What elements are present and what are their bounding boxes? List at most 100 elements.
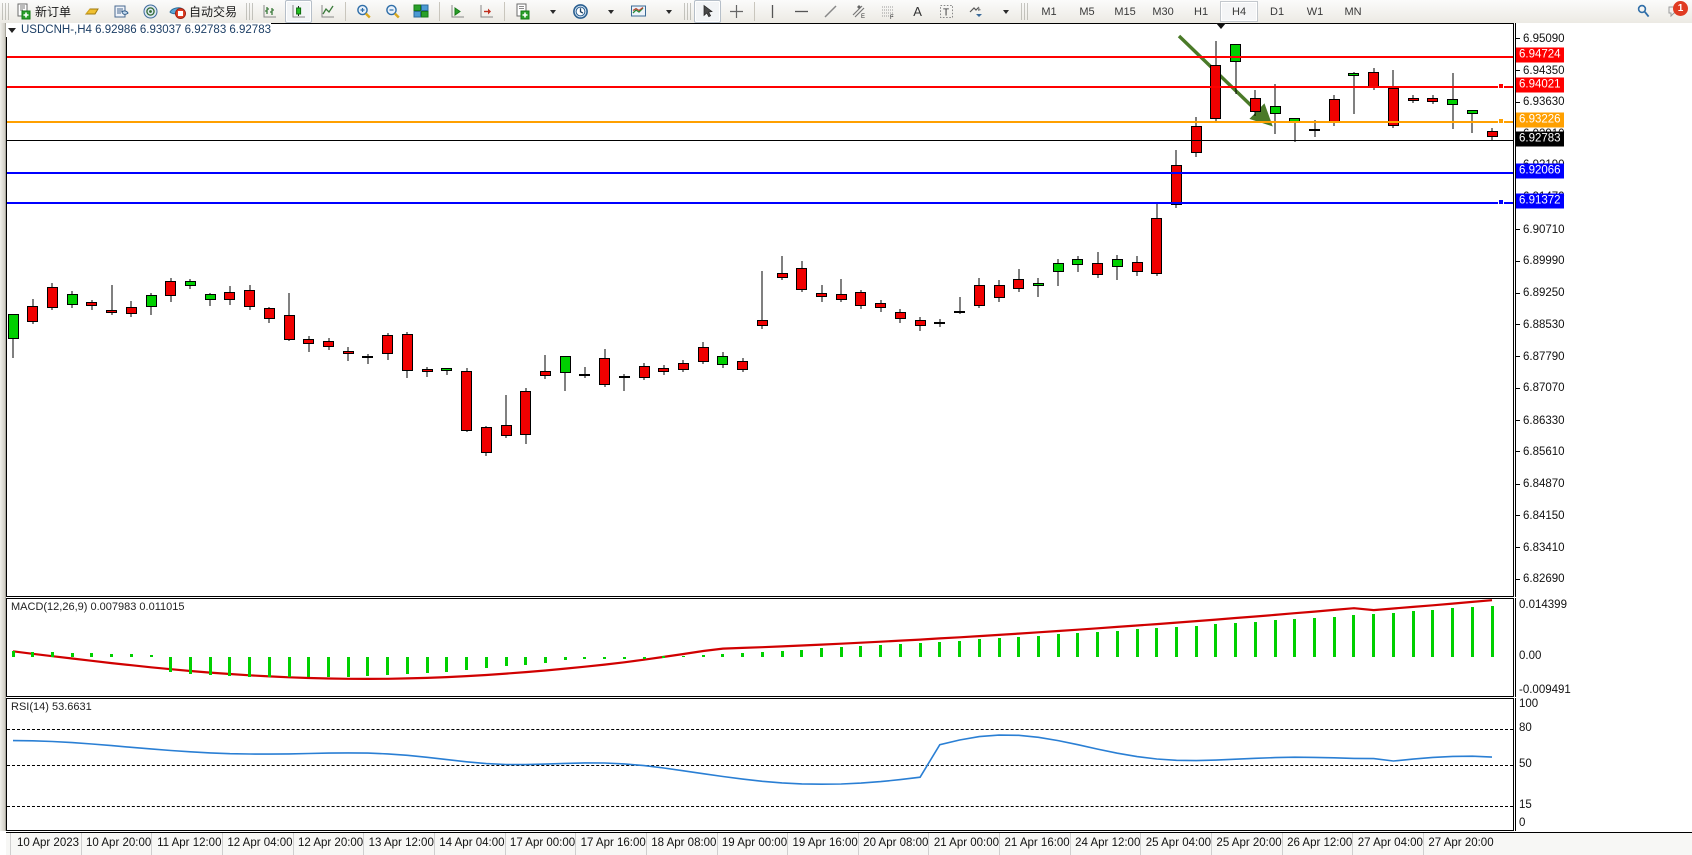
- toolbar-grip-2[interactable]: [246, 3, 254, 20]
- level-line-support[interactable]: [7, 201, 1513, 204]
- candlestick: [1427, 24, 1439, 596]
- time-tick-label: 13 Apr 12:00: [368, 837, 434, 849]
- candlestick: [342, 24, 354, 596]
- timeframe-d1[interactable]: D1: [1270, 5, 1285, 18]
- arrows-dropdown[interactable]: [991, 0, 1018, 23]
- trendline-tool-button[interactable]: [817, 0, 844, 23]
- toolbar-separator-3: [504, 2, 506, 21]
- level-handle[interactable]: [1498, 117, 1504, 124]
- zoom-in-button[interactable]: [350, 0, 377, 23]
- cursor-tool-button[interactable]: [694, 0, 722, 23]
- macd-histogram-bar: [1372, 613, 1376, 658]
- macd-histogram-bar: [11, 651, 15, 658]
- timeframe-w1[interactable]: W1: [1306, 5, 1324, 18]
- timeframe-m15[interactable]: M15: [1114, 5, 1136, 18]
- zoom-out-button[interactable]: [379, 0, 406, 23]
- price-tag-support: 6.91372: [1516, 193, 1564, 209]
- macd-pane[interactable]: MACD(12,26,9) 0.007983 0.011015: [6, 598, 1514, 697]
- macd-histogram-bar: [642, 657, 646, 659]
- vertical-line-tool-button[interactable]: [759, 0, 786, 23]
- macd-histogram-bar: [1431, 609, 1435, 658]
- candlestick: [204, 24, 216, 596]
- search-icon-button[interactable]: [1630, 0, 1657, 23]
- equidistant-channel-tool-button[interactable]: E: [846, 0, 873, 23]
- timeframe-m30[interactable]: M30: [1152, 5, 1174, 18]
- price-axis[interactable]: 6.950906.943506.936306.929106.921906.914…: [1515, 23, 1692, 597]
- collapse-triangle-icon[interactable]: [8, 27, 16, 33]
- templates-dropdown[interactable]: [654, 0, 681, 23]
- candle-body: [204, 294, 216, 300]
- candle-body: [677, 362, 689, 370]
- macd-histogram-bar: [188, 657, 192, 674]
- market-watch-icon-button[interactable]: [137, 0, 164, 23]
- timeframe-m5[interactable]: M5: [1079, 5, 1095, 18]
- time-axis[interactable]: 10 Apr 2023 10 Apr 20:00 11 Apr 12:00 12 Ap…: [6, 832, 1692, 855]
- horizontal-line-tool-button[interactable]: [788, 0, 815, 23]
- text-tool-button[interactable]: A: [913, 4, 922, 19]
- candle-wick: [111, 284, 113, 315]
- timeframe-m1[interactable]: M1: [1041, 5, 1057, 18]
- rsi-pane[interactable]: RSI(14) 53.6631: [6, 698, 1514, 831]
- macd-histogram-bar: [543, 657, 547, 663]
- macd-histogram-bar: [859, 646, 863, 658]
- time-tick-separator: [10, 833, 11, 855]
- macd-histogram-bar: [267, 657, 271, 678]
- level-handle[interactable]: [1498, 198, 1504, 205]
- gold-bar-icon-button[interactable]: [79, 0, 106, 23]
- templates-button[interactable]: [625, 0, 652, 23]
- fibonacci-tool-button[interactable]: F: [875, 0, 902, 23]
- candle-wick: [367, 353, 369, 365]
- notifications-button[interactable]: 1: [1659, 0, 1691, 23]
- chart-left-scroll[interactable]: [0, 23, 6, 831]
- svg-text:F: F: [890, 15, 894, 20]
- level-line-resistance[interactable]: [7, 55, 1513, 58]
- arrows-tool-button[interactable]: [962, 0, 989, 23]
- toolbar-grip[interactable]: [2, 3, 9, 20]
- candlestick: [46, 24, 58, 596]
- rsi-axis: 100 80 50 15 0: [1515, 698, 1692, 831]
- candlestick: [1230, 24, 1242, 596]
- timeframe-h1[interactable]: H1: [1194, 5, 1209, 18]
- candle-body: [1210, 64, 1222, 120]
- period-dropdown[interactable]: [596, 0, 623, 23]
- macd-histogram-bar: [1017, 636, 1021, 658]
- candle-body: [599, 357, 611, 386]
- new-order-button[interactable]: 新订单: [12, 0, 77, 23]
- line-chart-icon-button[interactable]: [314, 0, 341, 23]
- rsi-tick: 50: [1519, 757, 1532, 770]
- new-chart-dropdown[interactable]: [538, 0, 565, 23]
- candlestick: [697, 24, 709, 596]
- text-label-tool-button[interactable]: T: [933, 0, 960, 23]
- level-handle[interactable]: [1498, 83, 1504, 90]
- level-line-pivot[interactable]: [7, 120, 1513, 123]
- crosshair-tool-button[interactable]: [723, 0, 750, 23]
- candlestick: [776, 24, 788, 596]
- time-tick-label: 10 Apr 20:00: [86, 837, 152, 849]
- timeframe-mn[interactable]: MN: [1344, 5, 1362, 18]
- chevron-down-icon: [549, 9, 556, 14]
- tile-windows-button[interactable]: [408, 0, 435, 23]
- level-line-resistance[interactable]: [7, 86, 1513, 89]
- data-window-icon-button[interactable]: [108, 0, 135, 23]
- toolbar-grip-4[interactable]: [1021, 3, 1029, 20]
- candle-wick: [959, 297, 961, 315]
- level-line-last-price[interactable]: [7, 140, 1513, 142]
- auto-scroll-button[interactable]: [473, 0, 500, 23]
- level-line-support[interactable]: [7, 171, 1513, 174]
- main-toolbar: 新订单 自动交易: [0, 0, 1692, 24]
- rsi-tick: 80: [1519, 721, 1532, 734]
- new-chart-button[interactable]: [509, 0, 536, 23]
- macd-histogram-bar: [149, 654, 153, 658]
- candlestick-chart-icon-button[interactable]: [285, 0, 313, 23]
- candle-body: [145, 294, 157, 308]
- price-pane[interactable]: [6, 23, 1514, 597]
- bar-chart-icon-button[interactable]: [256, 0, 283, 23]
- candle-body: [1190, 125, 1202, 154]
- timeframe-h4[interactable]: H4: [1220, 1, 1259, 22]
- shift-chart-right-button[interactable]: [444, 0, 471, 23]
- toolbar-grip-3[interactable]: [684, 3, 692, 20]
- autotrading-button[interactable]: 自动交易: [166, 0, 243, 23]
- macd-histogram-bar: [307, 657, 311, 678]
- period-clock-button[interactable]: [567, 0, 594, 23]
- candlestick: [7, 24, 19, 596]
